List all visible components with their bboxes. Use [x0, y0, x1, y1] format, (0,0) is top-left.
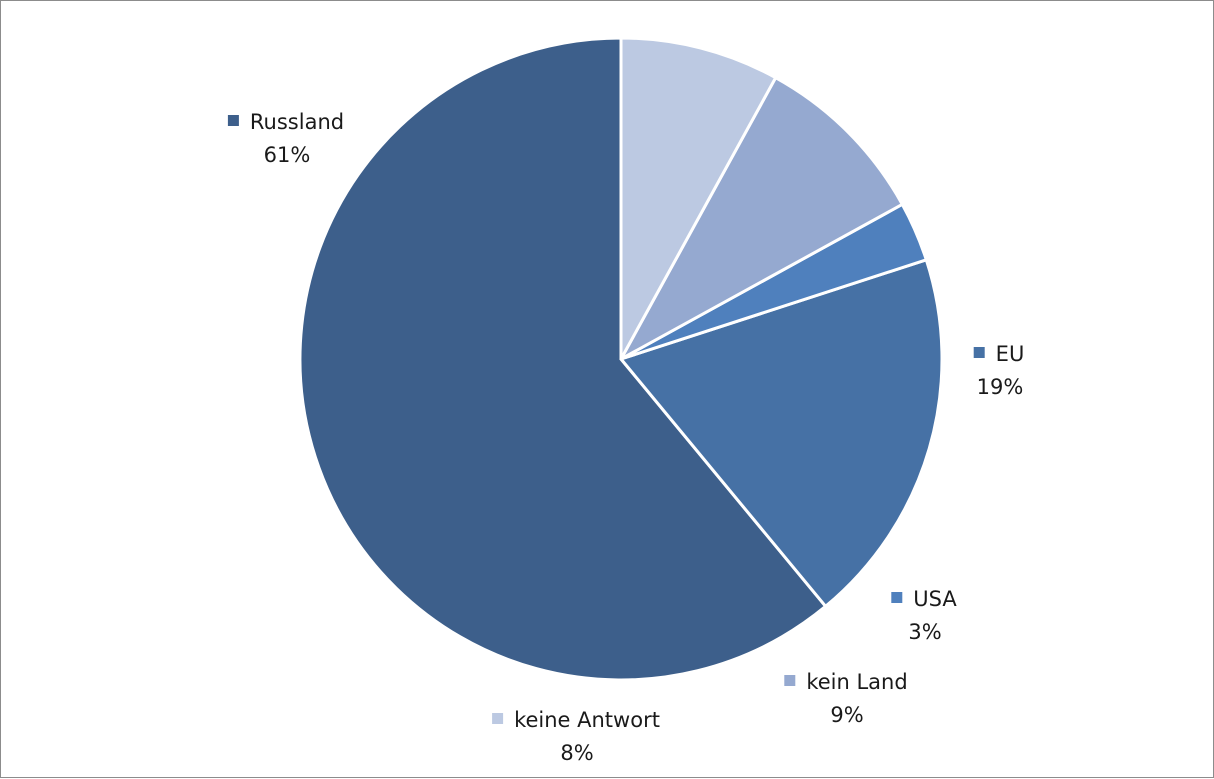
pie-slices: [298, 36, 944, 682]
data-label-usa: USA 3%: [891, 587, 957, 644]
legend-key-icon: [973, 347, 985, 358]
legend-key-icon: [784, 675, 796, 686]
percentage-label: 19%: [977, 375, 1024, 399]
category-label: Russland: [250, 110, 344, 134]
percentage-label: 8%: [560, 741, 593, 765]
legend-key-icon: [227, 115, 239, 126]
data-label-russland: Russland 61%: [227, 110, 344, 167]
legend-key-icon: [891, 592, 903, 603]
pie-slice-russland: [298, 36, 828, 682]
data-label-keine-antwort: keine Antwort 8%: [492, 708, 660, 765]
pie-slice-kein-land: [619, 76, 904, 361]
category-label: EU: [996, 342, 1025, 366]
data-label-eu: EU 19%: [973, 342, 1025, 399]
category-label: keine Antwort: [514, 708, 660, 732]
percentage-label: 3%: [908, 620, 941, 644]
pie-slice-eu: [619, 258, 944, 608]
legend-key-icon: [492, 713, 504, 724]
percentage-label: 9%: [830, 703, 863, 727]
category-label: USA: [913, 587, 957, 611]
data-label-kein-land: kein Land 9%: [784, 670, 908, 727]
pie-slice-keine-antwort: [619, 36, 778, 361]
category-label: kein Land: [806, 670, 907, 694]
data-labels: Russland 61% EU 19% USA 3% kein Land 9% keine An…: [227, 110, 1025, 765]
percentage-label: 61%: [264, 143, 311, 167]
